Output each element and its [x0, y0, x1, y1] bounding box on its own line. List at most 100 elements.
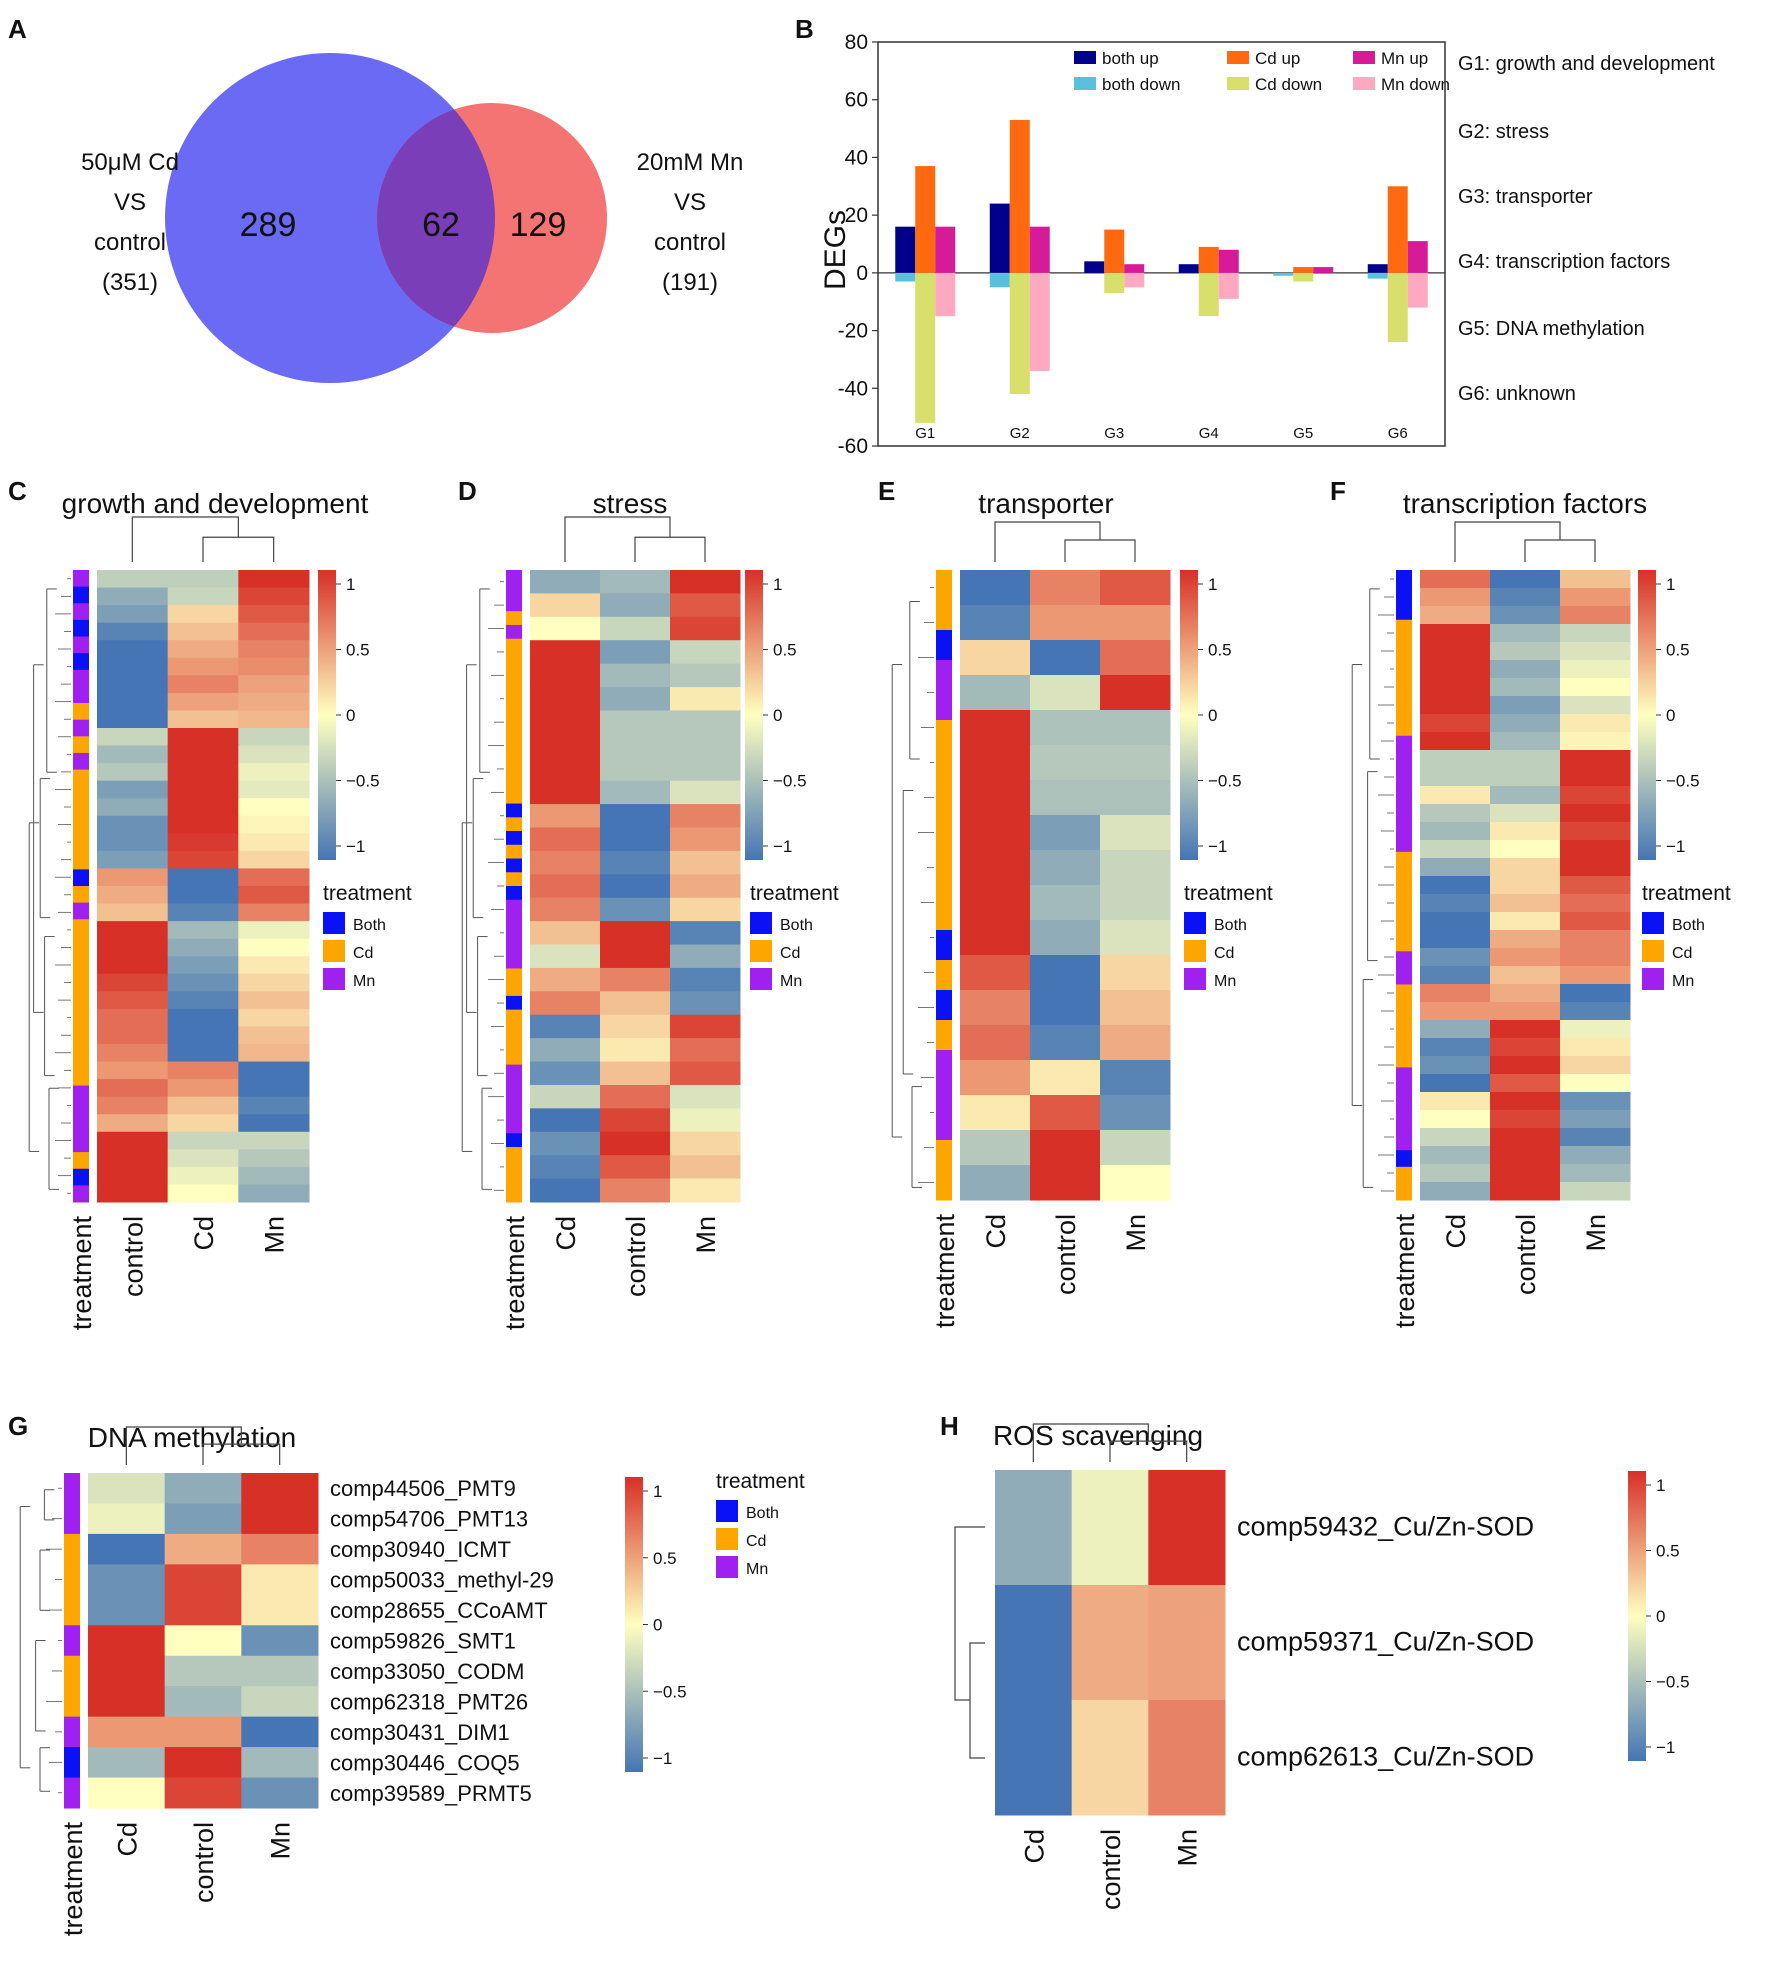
growth-cell [97, 1149, 169, 1168]
growth-cell [97, 798, 169, 817]
stress-cell [530, 804, 601, 828]
dnam-gene-label: comp39589_PRMT5 [330, 1781, 532, 1806]
growth-cell [238, 903, 310, 922]
bar-legend-label: Mn up [1381, 49, 1428, 68]
tf-cell [1490, 1128, 1561, 1147]
stress-cell [600, 733, 671, 758]
transporter-cell [1100, 955, 1171, 991]
stress-colorbar [745, 570, 763, 860]
dnam-treatment-strip-both [64, 1747, 80, 1779]
ros-cell [995, 1470, 1073, 1586]
dnam-cell [241, 1777, 319, 1809]
tf-cell [1490, 1164, 1561, 1183]
tf-cell [1420, 696, 1491, 715]
growth-cell [167, 973, 239, 992]
stress-treatment-strip-mn [506, 624, 522, 640]
bar-legend-label: Cd down [1255, 75, 1322, 94]
tf-cell [1560, 624, 1631, 643]
stress-cell [530, 757, 601, 782]
growth-treatment-strip-cd [73, 736, 89, 754]
stress-treatment-strip-both [506, 831, 522, 846]
transporter-cell [1030, 990, 1101, 1026]
growth-cell [167, 780, 239, 799]
transporter-cell [1100, 780, 1171, 816]
stress-column-label: Mn [691, 1216, 721, 1254]
stress-cell [600, 710, 671, 735]
growth-cell [167, 570, 239, 589]
stress-cell [600, 1131, 671, 1156]
growth-legend-swatch-cd [323, 940, 345, 962]
tf-cell [1560, 1110, 1631, 1129]
growth-cell [97, 956, 169, 975]
growth-cell [97, 1131, 169, 1150]
growth-treatment-strip-cd [73, 769, 89, 870]
ros-heatmap: Cd control Mn comp59432_Cu/Zn-SOD comp59371_… [954, 1423, 1690, 1910]
transporter-cell [1030, 1095, 1101, 1131]
transporter-cell [960, 920, 1031, 956]
growth-cell [167, 1096, 239, 1115]
stress-cell [530, 640, 601, 665]
dnam-colorbar [625, 1477, 643, 1772]
growth-column-label: Cd [189, 1216, 219, 1251]
growth-cell [238, 956, 310, 975]
column-dendrogram-branch [564, 516, 671, 562]
panel-label-g: G [8, 1411, 28, 1441]
stress-colorbar-tick-label: −0.5 [773, 772, 807, 791]
tf-colorbar-tick-label: −0.5 [1666, 772, 1700, 791]
stress-cell [670, 780, 741, 805]
growth-treatment-strip-both [73, 1168, 89, 1186]
transporter-column-label: Mn [1121, 1214, 1151, 1252]
growth-cell [97, 1114, 169, 1133]
growth-cell [167, 1044, 239, 1063]
growth-treatment-strip-both [73, 586, 89, 604]
bar-x-tick-label: G6 [1388, 425, 1408, 442]
venn-right-line1: 20mM Mn [637, 149, 744, 176]
stress-treatment-strip-cd [506, 638, 522, 805]
growth-cell [97, 780, 169, 799]
tf-cell [1560, 750, 1631, 769]
transporter-cell [1030, 780, 1101, 816]
stress-cell [530, 850, 601, 875]
transporter-cell [1030, 710, 1101, 746]
transporter-treatment-strip-cd [936, 1020, 952, 1051]
bar-Cd-down-G3 [1104, 272, 1125, 294]
tf-cell [1560, 1164, 1631, 1183]
dnam-cell [164, 1716, 242, 1748]
tf-heatmap: Cd control Mn treatment 1 0.5 0 −0.5 −1 treatment… [1351, 521, 1731, 1328]
growth-cell [167, 833, 239, 852]
tf-cell [1490, 912, 1561, 931]
transporter-cell [960, 570, 1031, 606]
growth-cell [167, 745, 239, 764]
stress-cell [530, 944, 601, 969]
transporter-legend-swatch-cd [1184, 940, 1206, 962]
stress-cell [670, 874, 741, 899]
dnam-gene-label: comp30431_DIM1 [330, 1720, 510, 1745]
bar-plot-frame [877, 41, 1446, 447]
transporter-cell [960, 990, 1031, 1026]
dnam-cell [241, 1625, 319, 1657]
transporter-colorbar-tick-label: −0.5 [1208, 772, 1242, 791]
dnam-gene-label: comp30940_ICMT [330, 1537, 511, 1562]
dnam-cell [88, 1716, 166, 1748]
tf-treatment-strip-mn [1396, 951, 1412, 985]
stress-cell [600, 1061, 671, 1086]
transporter-column-label: control [1051, 1214, 1081, 1295]
growth-colorbar-tick-label: 0.5 [346, 641, 370, 660]
tf-cell [1560, 588, 1631, 607]
growth-heatmap: control Cd Mn treatment 1 0.5 0 −0.5 −1 treatment… [28, 516, 412, 1330]
bar-Mn-down-G6 [1407, 272, 1428, 308]
growth-treatment-strip-mn [73, 902, 89, 920]
growth-cell [167, 1166, 239, 1185]
dnam-cell [241, 1564, 319, 1596]
column-dendrogram-branch [994, 521, 1101, 562]
growth-cell [97, 973, 169, 992]
growth-cell [238, 745, 310, 764]
bar-both-down-G1 [895, 272, 916, 282]
tf-cell [1420, 714, 1491, 733]
growth-cell [167, 763, 239, 782]
growth-cell [238, 675, 310, 694]
growth-cell [97, 868, 169, 887]
bar-Cd-up-G1 [915, 166, 936, 273]
tf-cell [1490, 840, 1561, 859]
dnam-cell [241, 1716, 319, 1748]
